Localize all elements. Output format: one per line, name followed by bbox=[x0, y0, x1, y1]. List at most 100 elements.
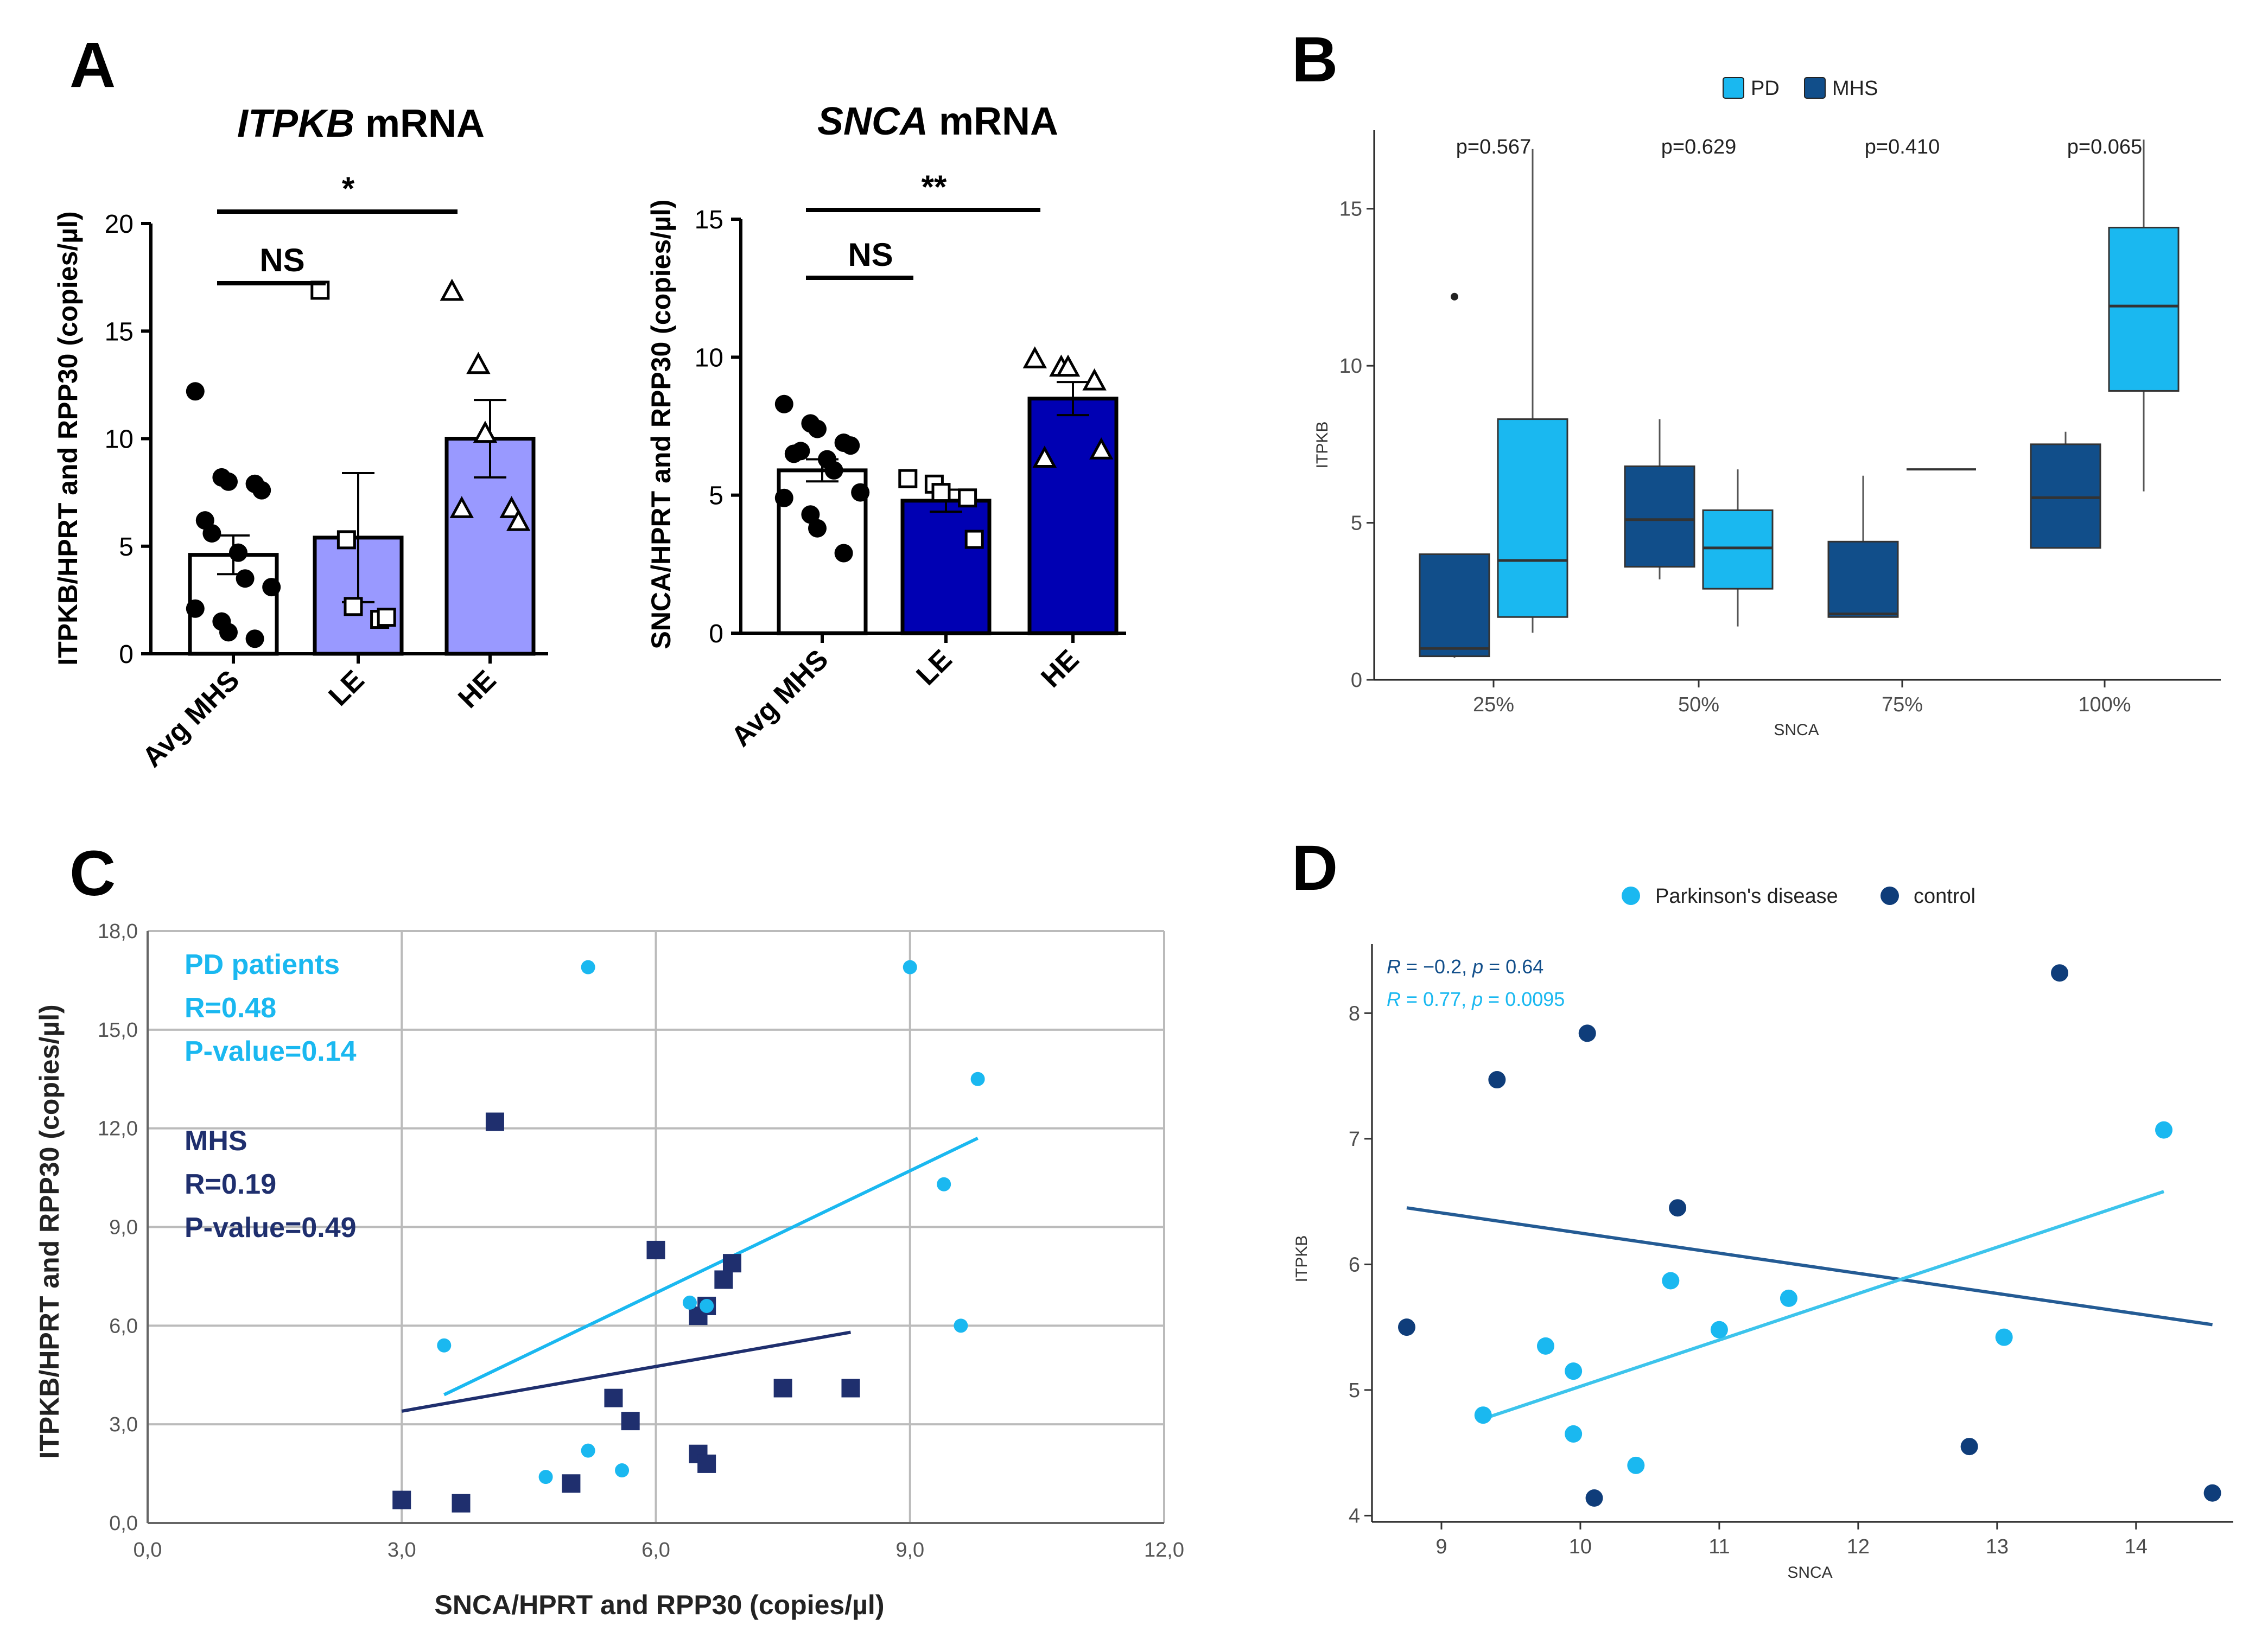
data-point bbox=[931, 483, 951, 502]
y-tick-label: 4 bbox=[1349, 1505, 1360, 1527]
data-point bbox=[964, 530, 984, 549]
x-tick-label: Avg MHS bbox=[725, 643, 834, 753]
data-point bbox=[834, 544, 853, 563]
data-point bbox=[791, 442, 810, 461]
legend-key-mhs bbox=[1804, 77, 1826, 99]
pd-data-point bbox=[1710, 1321, 1728, 1339]
p-value-label: p=0.629 bbox=[1661, 136, 1736, 158]
boxplot-y-axis-label: ITPKB bbox=[1313, 422, 1331, 469]
data-point bbox=[851, 483, 870, 502]
legend-label-parkinsons: Parkinson's disease bbox=[1655, 885, 1838, 908]
mhs-data-point bbox=[562, 1474, 581, 1493]
x-tick-label: LE bbox=[322, 664, 370, 712]
pd-data-point bbox=[581, 1443, 595, 1458]
data-point bbox=[1082, 368, 1107, 391]
x-tick-label: HE bbox=[452, 664, 502, 714]
box-outlier bbox=[1451, 292, 1458, 301]
x-tick-label: 9,0 bbox=[895, 1539, 924, 1561]
panel-letter-a: A bbox=[69, 29, 116, 101]
p-value-label: p=0.567 bbox=[1456, 136, 1531, 158]
box-pd bbox=[2108, 226, 2180, 392]
y-tick-label: 5 bbox=[1349, 1379, 1360, 1402]
boxplot-plot-area: 0 5 10 15 25% p=0.567 50% p=0.629 75% p=0.410 100%… bbox=[1339, 130, 2221, 716]
y-tick-label: 7 bbox=[1349, 1128, 1360, 1151]
x-tick-label: 14 bbox=[2125, 1535, 2148, 1558]
data-point bbox=[499, 496, 524, 518]
scatter-d-x-axis-label: SNCA bbox=[1787, 1564, 1832, 1582]
pd-data-point bbox=[1627, 1456, 1645, 1474]
data-point bbox=[449, 496, 474, 518]
mhs-data-point bbox=[485, 1112, 504, 1131]
y-tick-label: 6 bbox=[1349, 1253, 1360, 1276]
itpkb-chart-title: ITPKB mRNA bbox=[237, 102, 485, 145]
y-tick-label: 15,0 bbox=[98, 1019, 138, 1042]
data-point bbox=[336, 530, 356, 550]
y-tick-label: 10 bbox=[695, 343, 723, 372]
scatter-d-plot-area: 4 5 6 7 8 9 10 11 12 13 14 bbox=[1349, 944, 2233, 1558]
box-pd bbox=[1497, 418, 1568, 618]
data-point bbox=[219, 472, 238, 491]
pd-data-point bbox=[903, 960, 917, 974]
panel-c-scatter: ITPKB/HPRT and RPP30 (copies/µl) SNCA/HP… bbox=[34, 920, 1184, 1620]
pd-annotation-p: P-value=0.14 bbox=[185, 1036, 357, 1067]
pd-data-point bbox=[970, 1072, 985, 1086]
p-value-label: p=0.410 bbox=[1865, 136, 1940, 158]
mhs-annotation-r: R=0.19 bbox=[185, 1169, 276, 1200]
data-point bbox=[506, 508, 531, 531]
mhs-data-point bbox=[452, 1494, 471, 1513]
x-tick-label: 13 bbox=[1986, 1535, 2009, 1558]
data-point bbox=[252, 481, 271, 500]
box-mhs bbox=[2030, 443, 2101, 549]
mhs-data-point bbox=[714, 1270, 733, 1289]
pd-data-point bbox=[538, 1470, 553, 1484]
x-tick-label: 100% bbox=[2078, 693, 2131, 716]
data-point bbox=[841, 436, 860, 455]
p-value-label: p=0.065 bbox=[2067, 136, 2142, 158]
data-point bbox=[229, 543, 247, 562]
pd-data-point bbox=[1565, 1425, 1583, 1443]
x-tick-label: 12,0 bbox=[1144, 1539, 1184, 1561]
data-point bbox=[245, 629, 264, 648]
y-tick-label: 5 bbox=[709, 482, 723, 511]
x-tick-label: 10 bbox=[1569, 1535, 1592, 1558]
y-tick-label: 15 bbox=[105, 317, 134, 346]
y-tick-label: 0 bbox=[709, 620, 723, 648]
box-mhs bbox=[1624, 465, 1695, 568]
legend-key-pd bbox=[1723, 77, 1744, 99]
control-data-point bbox=[1585, 1489, 1603, 1507]
mhs-data-point bbox=[392, 1490, 411, 1509]
x-tick-label: 50% bbox=[1678, 693, 1719, 716]
pd-data-point bbox=[615, 1463, 630, 1478]
pd-data-point bbox=[1536, 1337, 1554, 1355]
mhs-data-point bbox=[841, 1379, 860, 1398]
panel-a-itpkb-chart: ITPKB mRNA ITPKB/HPRT and RPP30 (copies/… bbox=[53, 102, 548, 774]
legend-key-control bbox=[1881, 887, 1899, 905]
pd-data-point bbox=[1565, 1362, 1583, 1380]
control-data-point bbox=[1669, 1199, 1687, 1217]
mhs-annotation-p: P-value=0.49 bbox=[185, 1212, 357, 1244]
pd-data-point bbox=[1995, 1328, 2013, 1346]
data-point bbox=[898, 469, 918, 488]
pd-correlation-stat: R = 0.77, p = 0.0095 bbox=[1387, 988, 1565, 1010]
y-tick-label: 12,0 bbox=[98, 1118, 138, 1140]
x-tick-label: 0,0 bbox=[134, 1539, 162, 1561]
data-point bbox=[958, 488, 977, 508]
significance-label: NS bbox=[259, 242, 304, 278]
panel-b-boxplot: PD MHS ITPKB SNCA 0 5 10 15 25% p=0.567 50% p=0… bbox=[1313, 77, 2221, 739]
mhs-annotation-title: MHS bbox=[185, 1125, 247, 1157]
data-point bbox=[808, 419, 827, 438]
snca-y-axis-label: SNCA/HPRT and RPP30 (copies/µl) bbox=[646, 200, 676, 649]
legend-key-parkinsons bbox=[1622, 887, 1640, 905]
control-data-point bbox=[1397, 1318, 1415, 1336]
data-point bbox=[774, 394, 793, 413]
control-data-point bbox=[1488, 1071, 1506, 1089]
data-point bbox=[377, 608, 396, 627]
boxplot-legend: PD MHS bbox=[1723, 77, 1878, 100]
x-tick-label: 6,0 bbox=[641, 1539, 670, 1561]
pd-annotation-title: PD patients bbox=[185, 949, 340, 980]
mhs-data-point bbox=[621, 1412, 640, 1431]
box-mhs bbox=[1419, 553, 1490, 658]
pd-data-point bbox=[1474, 1406, 1492, 1424]
control-data-point bbox=[1578, 1024, 1596, 1042]
